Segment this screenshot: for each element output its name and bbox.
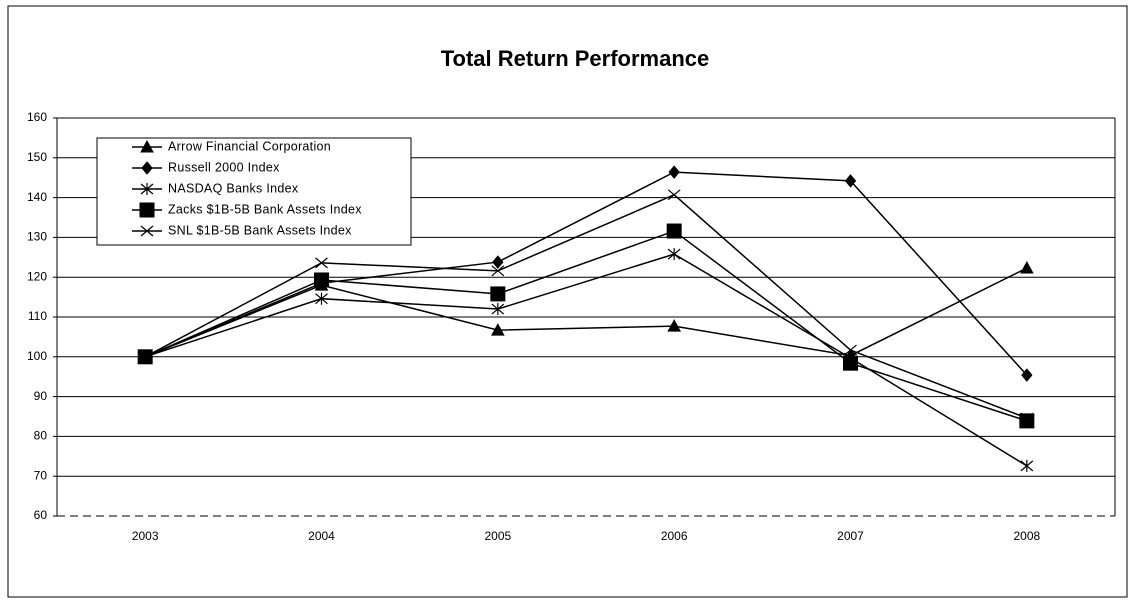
x-tick-label: 2007 bbox=[837, 529, 864, 543]
marker bbox=[140, 183, 154, 195]
y-tick-label: 80 bbox=[34, 429, 48, 443]
marker bbox=[139, 202, 155, 218]
y-tick-label: 160 bbox=[27, 110, 47, 124]
marker bbox=[140, 225, 154, 237]
y-tick-label: 110 bbox=[28, 309, 47, 323]
legend-label: Zacks $1B-5B Bank Assets Index bbox=[168, 202, 362, 216]
x-tick-label: 2004 bbox=[308, 529, 335, 543]
marker bbox=[314, 272, 329, 288]
legend-label: SNL $1B-5B Bank Assets Index bbox=[168, 223, 352, 237]
series-line bbox=[144, 193, 1028, 419]
x-tick-label: 2006 bbox=[661, 529, 688, 543]
legend-label: Arrow Financial Corporation bbox=[168, 139, 331, 153]
marker bbox=[491, 303, 505, 316]
y-tick-label: 120 bbox=[27, 269, 47, 283]
marker bbox=[1020, 412, 1034, 424]
marker bbox=[667, 248, 681, 261]
marker bbox=[138, 351, 152, 363]
legend-label: Russell 2000 Index bbox=[168, 160, 280, 174]
marker bbox=[666, 223, 682, 239]
series-line bbox=[144, 253, 1028, 467]
y-tick-label: 140 bbox=[27, 190, 47, 204]
series-line bbox=[144, 230, 1028, 422]
marker bbox=[141, 161, 153, 175]
x-tick-label: 2005 bbox=[484, 529, 511, 543]
marker bbox=[490, 323, 505, 336]
marker bbox=[1019, 261, 1034, 274]
marker bbox=[844, 344, 857, 356]
y-tick-label: 60 bbox=[34, 508, 48, 522]
marker bbox=[315, 257, 328, 269]
chart-frame bbox=[7, 5, 1128, 598]
y-tick-label: 100 bbox=[27, 349, 47, 363]
marker bbox=[667, 319, 682, 332]
y-tick-label: 130 bbox=[27, 230, 47, 244]
marker bbox=[667, 189, 681, 201]
marker bbox=[1019, 413, 1035, 429]
chart-title: Total Return Performance bbox=[441, 46, 710, 71]
marker bbox=[490, 286, 506, 302]
marker bbox=[668, 165, 680, 179]
marker bbox=[315, 292, 328, 305]
series-line bbox=[144, 267, 1028, 358]
marker bbox=[843, 355, 858, 371]
marker bbox=[140, 139, 154, 153]
legend-label: NASDAQ Banks Index bbox=[168, 181, 299, 195]
marker bbox=[491, 265, 505, 277]
y-tick-label: 90 bbox=[34, 389, 48, 403]
marker bbox=[1021, 368, 1033, 382]
series-line bbox=[144, 171, 1028, 376]
marker bbox=[1020, 459, 1034, 472]
y-tick-label: 70 bbox=[34, 468, 48, 482]
x-tick-label: 2008 bbox=[1013, 529, 1040, 543]
x-tick-label: 2003 bbox=[132, 529, 159, 543]
marker bbox=[492, 255, 504, 269]
y-tick-label: 150 bbox=[27, 150, 47, 164]
marker bbox=[844, 174, 857, 188]
